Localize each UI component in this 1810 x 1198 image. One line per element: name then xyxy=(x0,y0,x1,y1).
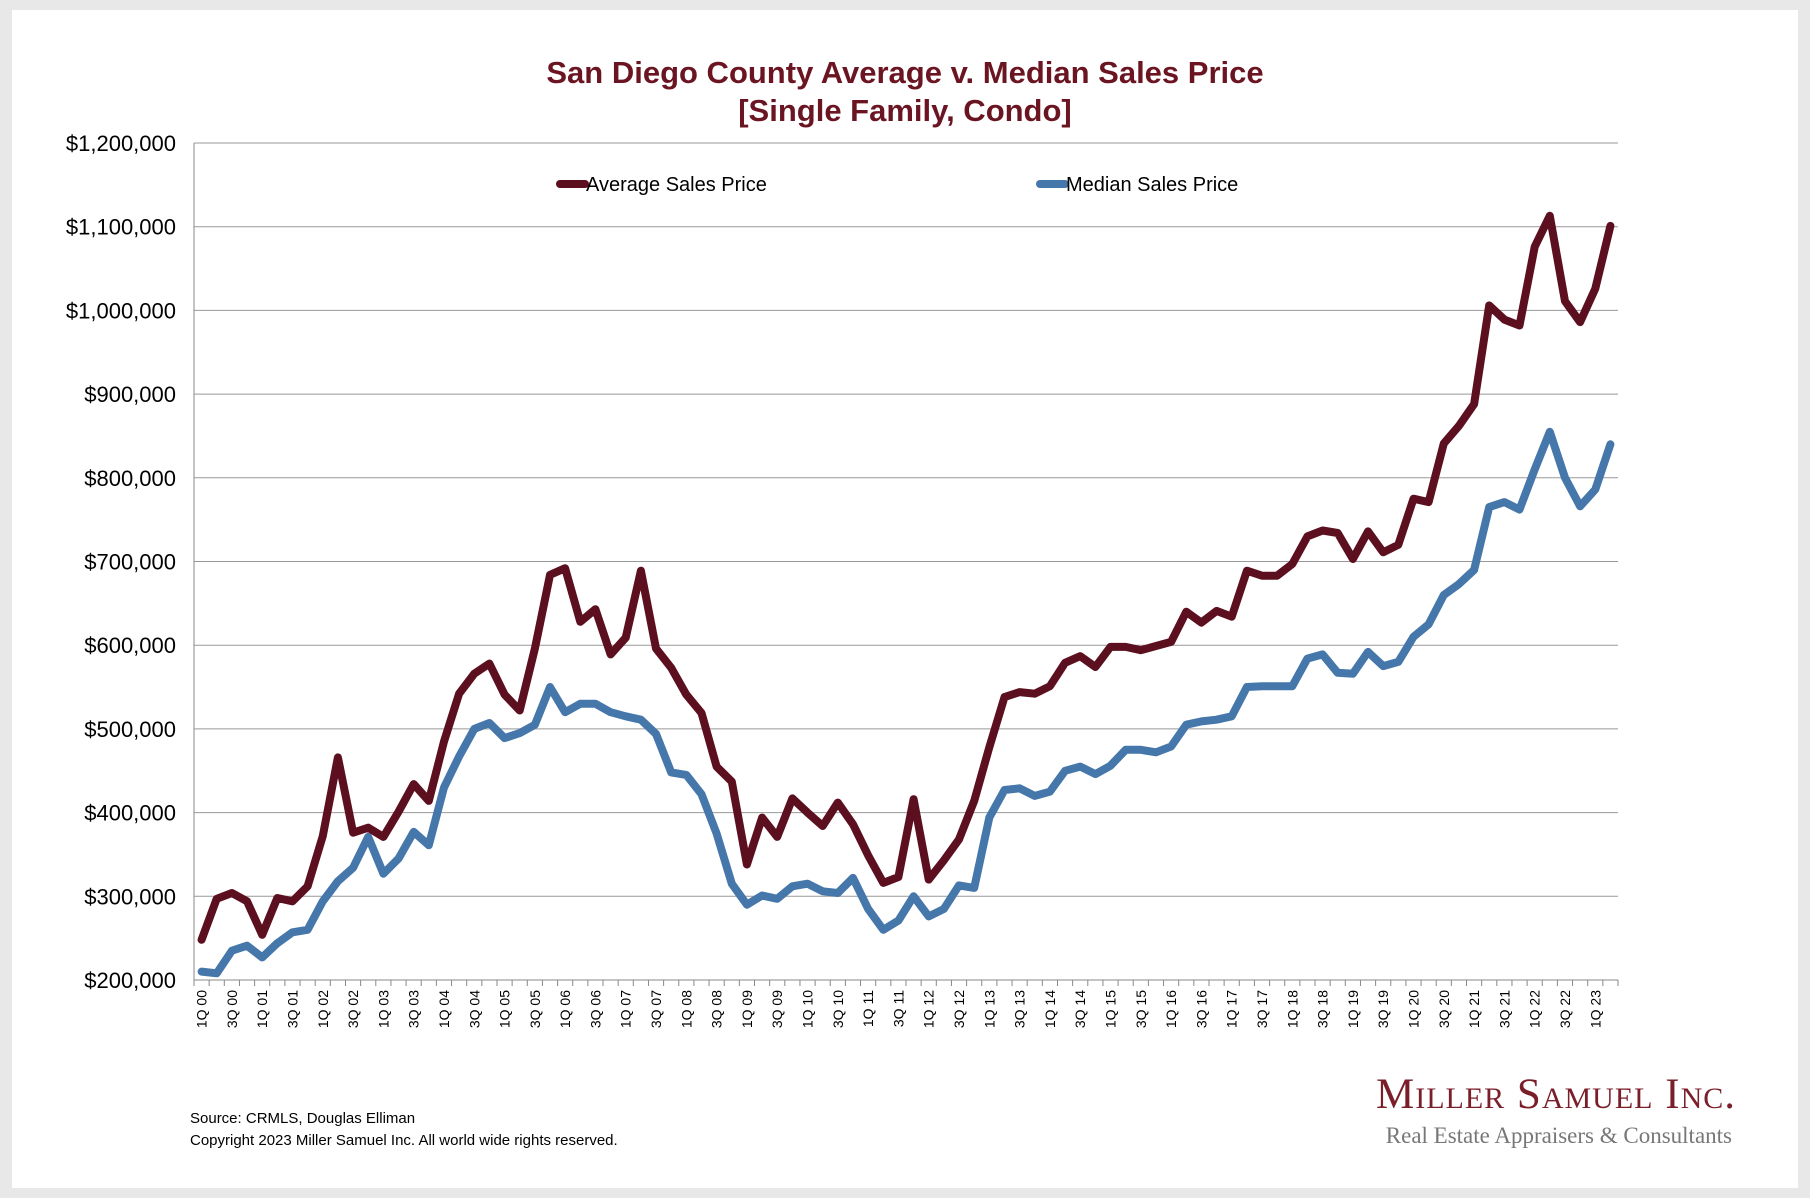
x-tick-label: 3Q 09 xyxy=(769,990,785,1028)
x-tick-label: 1Q 16 xyxy=(1163,990,1179,1028)
x-tick-label: 3Q 20 xyxy=(1436,990,1452,1028)
x-tick-label: 3Q 00 xyxy=(224,990,240,1028)
x-tick-label: 1Q 09 xyxy=(739,990,755,1028)
x-tick-label: 1Q 06 xyxy=(557,990,573,1028)
x-tick-label: 1Q 22 xyxy=(1527,990,1543,1028)
x-tick-label: 3Q 19 xyxy=(1375,990,1391,1028)
x-tick-label: 3Q 11 xyxy=(890,990,906,1027)
x-tick-label: 1Q 08 xyxy=(678,990,694,1028)
legend-average-label: Average Sales Price xyxy=(586,174,767,196)
x-tick-label: 1Q 04 xyxy=(436,990,452,1028)
x-tick-label: 1Q 01 xyxy=(254,990,270,1028)
x-tick-label: 1Q 11 xyxy=(860,990,876,1027)
x-tick-label: 1Q 05 xyxy=(497,990,513,1028)
x-tick-label: 1Q 07 xyxy=(618,990,634,1028)
x-tick-label: 1Q 10 xyxy=(800,990,816,1028)
x-tick-label: 3Q 03 xyxy=(406,990,422,1028)
x-tick-label: 1Q 13 xyxy=(981,990,997,1028)
median-sales-line xyxy=(197,427,1615,978)
x-tick-label: 3Q 02 xyxy=(345,990,361,1028)
company-logo: Miller Samuel Inc. xyxy=(1375,1071,1736,1118)
x-tick-label: 3Q 06 xyxy=(587,990,603,1028)
y-tick-label: $200,000 xyxy=(84,968,176,993)
source-note: Source: CRMLS, Douglas Elliman xyxy=(190,1110,416,1127)
x-tick-label: 1Q 03 xyxy=(375,990,391,1028)
x-tick-label: 3Q 13 xyxy=(1012,990,1028,1028)
average-sales-line xyxy=(197,211,1615,944)
y-tick-label: $1,100,000 xyxy=(66,215,176,240)
x-tick-label: 1Q 00 xyxy=(194,990,210,1028)
x-tick-label: 1Q 21 xyxy=(1466,990,1482,1028)
x-tick-label: 1Q 23 xyxy=(1587,990,1603,1028)
x-tick-label: 1Q 12 xyxy=(921,990,937,1028)
x-tick-label: 3Q 14 xyxy=(1072,990,1088,1028)
y-tick-label: $400,000 xyxy=(84,801,176,826)
x-tick-label: 1Q 18 xyxy=(1284,990,1300,1028)
y-tick-label: $800,000 xyxy=(84,466,176,491)
y-tick-label: $1,200,000 xyxy=(66,131,176,156)
x-tick-label: 1Q 02 xyxy=(315,990,331,1028)
x-tick-label: 1Q 15 xyxy=(1103,990,1119,1028)
x-tick-label: 1Q 19 xyxy=(1345,990,1361,1028)
y-tick-label: $900,000 xyxy=(84,382,176,407)
x-tick-label: 1Q 14 xyxy=(1042,990,1058,1028)
chart-subtitle: [Single Family, Condo] xyxy=(738,93,1072,128)
x-tick-label: 3Q 10 xyxy=(830,990,846,1028)
y-tick-label: $1,000,000 xyxy=(66,298,176,323)
x-tick-label: 3Q 04 xyxy=(466,990,482,1028)
x-tick-label: 1Q 17 xyxy=(1224,990,1240,1028)
chart-title: San Diego County Average v. Median Sales… xyxy=(546,55,1264,90)
x-tick-label: 3Q 01 xyxy=(284,990,300,1028)
y-tick-label: $700,000 xyxy=(84,550,176,575)
x-tick-label: 3Q 15 xyxy=(1133,990,1149,1028)
x-tick-label: 3Q 17 xyxy=(1254,990,1270,1028)
legend-median-label: Median Sales Price xyxy=(1066,174,1238,196)
x-tick-label: 3Q 07 xyxy=(648,990,664,1028)
x-tick-label: 3Q 08 xyxy=(709,990,725,1028)
copyright-note: Copyright 2023 Miller Samuel Inc. All wo… xyxy=(190,1132,618,1149)
y-tick-label: $600,000 xyxy=(84,633,176,658)
x-tick-label: 3Q 05 xyxy=(527,990,543,1028)
y-tick-label: $500,000 xyxy=(84,717,176,742)
x-tick-label: 1Q 20 xyxy=(1405,990,1421,1028)
x-tick-label: 3Q 18 xyxy=(1315,990,1331,1028)
x-tick-label: 3Q 21 xyxy=(1496,990,1512,1028)
x-tick-label: 3Q 12 xyxy=(951,990,967,1028)
company-tagline: Real Estate Appraisers & Consultants xyxy=(1385,1123,1732,1148)
x-tick-label: 3Q 22 xyxy=(1557,990,1573,1028)
x-tick-label: 3Q 16 xyxy=(1193,990,1209,1028)
chart-frame xyxy=(12,10,1798,1188)
y-tick-label: $300,000 xyxy=(84,884,176,909)
